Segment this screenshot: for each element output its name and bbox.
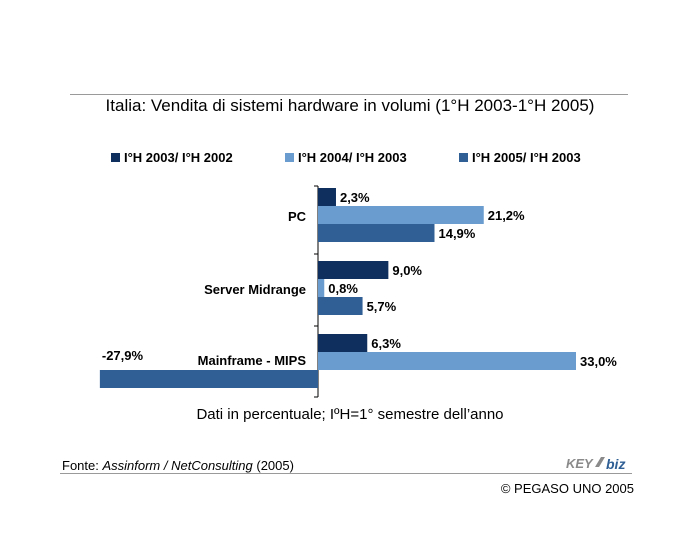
bar: [318, 188, 336, 206]
bar-chart: PC 2,3% 21,2% 14,9% Server Midrange 9,0% 0,8% 5…: [99, 185, 617, 398]
data-label: 0,8%: [328, 281, 358, 296]
data-label: 14,9%: [438, 226, 475, 241]
legend: I°H 2003/ I°H 2002 I°H 2004/ I°H 2003 I°…: [0, 150, 700, 168]
bar: [318, 279, 325, 297]
chart-title: Italia: Vendita di sistemi hardware in v…: [105, 96, 595, 115]
legend-item-series-1: I°H 2003/ I°H 2002: [111, 150, 233, 165]
bar: [318, 297, 363, 315]
legend-item-series-3: I°H 2005/ I°H 2003: [459, 150, 581, 165]
legend-label-series-2: I°H 2004/ I°H 2003: [298, 150, 407, 165]
data-label: 5,7%: [367, 299, 397, 314]
bar: [318, 224, 435, 242]
data-label: 33,0%: [580, 354, 617, 369]
bar: [318, 261, 389, 279]
category-label: Server Midrange: [204, 282, 306, 297]
svg-text:biz: biz: [606, 456, 625, 472]
source-note: Fonte: Assinform / NetConsulting (2005): [62, 458, 294, 473]
legend-swatch-series-1: [111, 153, 120, 162]
legend-label-series-3: I°H 2005/ I°H 2003: [472, 150, 581, 165]
top-rule: [70, 94, 628, 95]
bar: [318, 352, 576, 370]
category-label: PC: [288, 209, 307, 224]
source-suffix: (2005): [252, 458, 294, 473]
data-label: 6,3%: [371, 336, 401, 351]
data-label: -27,9%: [102, 348, 144, 363]
copyright: © PEGASO UNO 2005: [500, 481, 634, 496]
bar: [318, 334, 368, 352]
source-authors: Assinform / NetConsulting: [102, 458, 253, 473]
legend-item-series-2: I°H 2004/ I°H 2003: [285, 150, 407, 165]
bar: [318, 206, 484, 224]
bar: [99, 370, 318, 388]
svg-text:KEY: KEY: [566, 456, 594, 471]
data-label: 21,2%: [488, 208, 525, 223]
legend-swatch-series-2: [285, 153, 294, 162]
data-label: 9,0%: [392, 263, 422, 278]
legend-label-series-1: I°H 2003/ I°H 2002: [124, 150, 233, 165]
source-prefix: Fonte:: [62, 458, 103, 473]
legend-swatch-series-3: [459, 153, 468, 162]
category-label: Mainframe - MIPS: [198, 353, 307, 368]
bottom-rule: [60, 473, 632, 474]
key4biz-logo: KEY biz: [564, 456, 638, 472]
data-label: 2,3%: [340, 190, 370, 205]
chart-footnote: Dati in percentuale; IºH=1° semestre del…: [196, 406, 504, 423]
